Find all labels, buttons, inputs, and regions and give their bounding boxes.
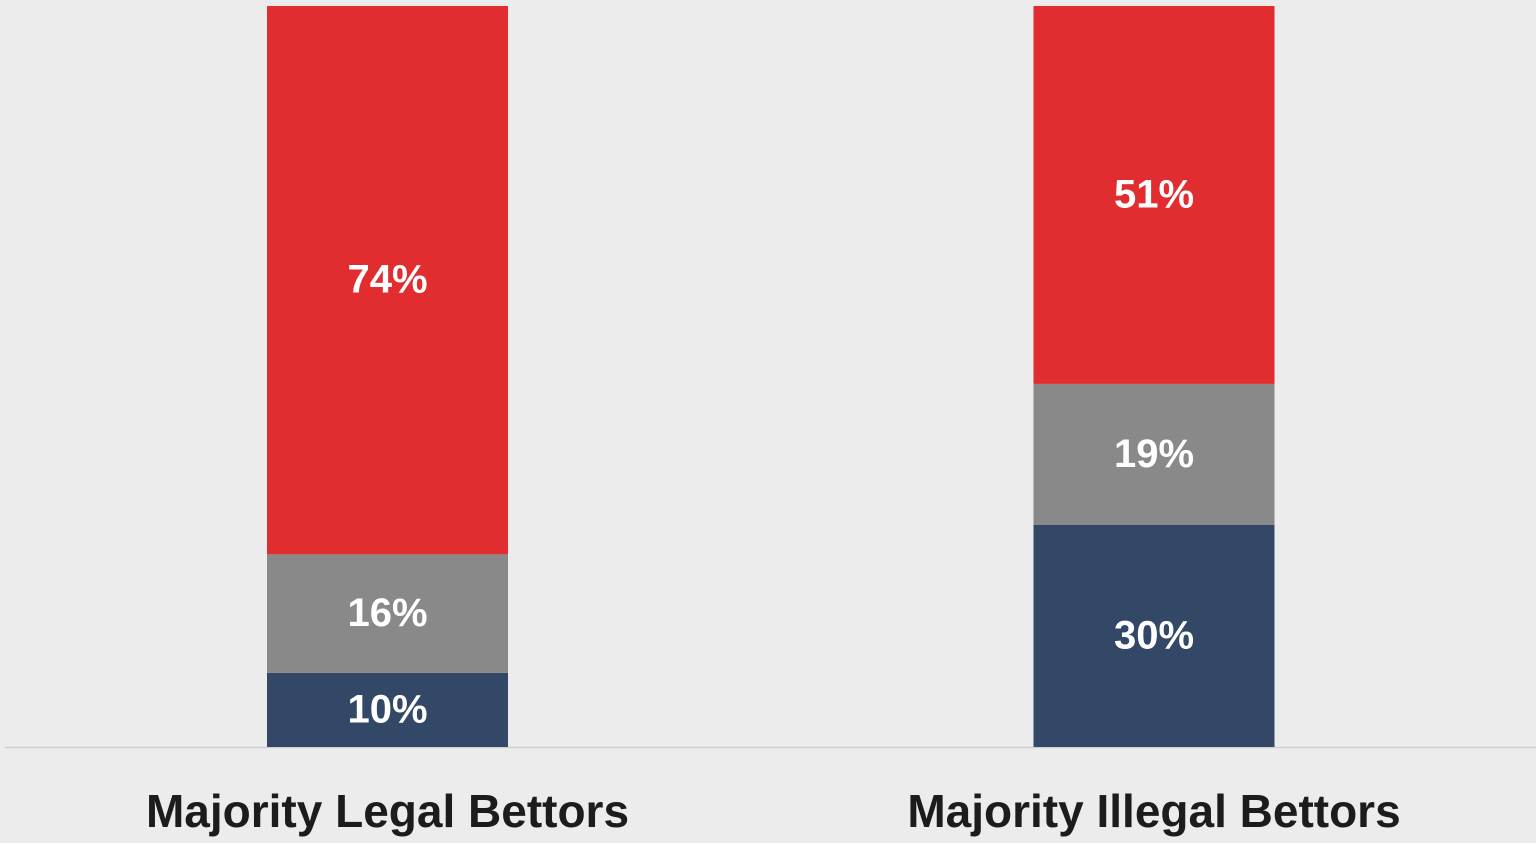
- x-tick-label: Majority Legal Bettors: [146, 785, 629, 837]
- data-label: 16%: [347, 591, 427, 635]
- bar-segment: [267, 6, 508, 555]
- bar-segment: [1033, 6, 1275, 384]
- bar-segment: [267, 672, 508, 747]
- data-label: 30%: [1114, 613, 1194, 657]
- bar-segment: [1033, 524, 1275, 747]
- data-label: 10%: [347, 688, 427, 732]
- x-tick-label: Majority Illegal Bettors: [907, 785, 1400, 837]
- bar-segment: [1033, 383, 1275, 525]
- data-label: 51%: [1114, 173, 1194, 217]
- data-label: 19%: [1114, 432, 1194, 476]
- bar-segment: [267, 554, 508, 673]
- data-label: 74%: [347, 258, 427, 302]
